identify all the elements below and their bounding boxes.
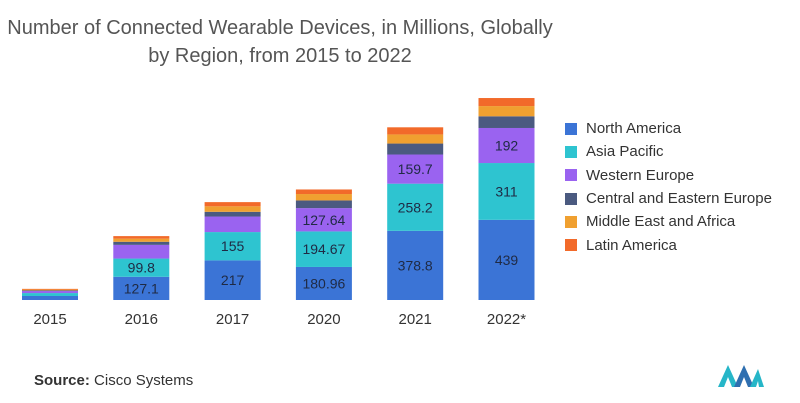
bar-asia-pacific-2021: [387, 183, 444, 231]
x-tick-label-2015: 2015: [33, 311, 66, 328]
legend-swatch: [565, 239, 577, 252]
legend-item-north-america: North America: [565, 117, 772, 140]
bar-western-europe-2015: [22, 291, 78, 294]
chart-title-line-1: Number of Connected Wearable Devices, in…: [7, 17, 553, 39]
chart-legend: North America Asia Pacific Western Europe C…: [565, 117, 772, 257]
bar-middle-east-and-africa-2015: [22, 289, 78, 291]
bar-latin-america-2015: [22, 288, 78, 290]
legend-swatch: [565, 169, 577, 182]
data-label-north-america-2017: 217: [221, 272, 245, 288]
bar-asia-pacific-2020: [295, 231, 352, 267]
legend-item-central-and-eastern-europe: Central and Eastern Europe: [565, 187, 772, 210]
data-label-asia-pacific-2022: 311: [495, 183, 518, 199]
data-label-western-europe-2021: 159.7: [398, 161, 433, 177]
bar-north-america-2016: [113, 276, 170, 300]
x-tick-label-2016: 2016: [125, 311, 158, 328]
bar-north-america-2015: [22, 295, 78, 300]
legend-swatch: [565, 122, 577, 135]
bar-asia-pacific-2022: [478, 163, 535, 220]
legend-item-latin-america: Latin America: [565, 233, 772, 256]
chart-title-line-2: by Region, from 2015 to 2022: [148, 45, 412, 67]
data-label-western-europe-2022: 192: [495, 138, 519, 154]
data-label-north-america-2016: 127.1: [124, 280, 159, 296]
data-label-north-america-2022: 439: [495, 252, 519, 268]
data-label-asia-pacific-2021: 258.2: [398, 199, 433, 215]
legend-swatch: [565, 145, 577, 158]
data-label-asia-pacific-2017: 155: [221, 238, 245, 254]
bar-north-america-2017: [204, 260, 261, 300]
bar-middle-east-and-africa-2022: [478, 106, 535, 117]
bar-western-europe-2016: [113, 244, 170, 259]
bar-asia-pacific-2016: [113, 258, 170, 277]
chart-title: Number of Connected Wearable Devices, in…: [0, 14, 560, 70]
data-label-north-america-2020: 180.96: [302, 275, 345, 291]
bar-middle-east-and-africa-2016: [113, 238, 170, 242]
bar-north-america-2021: [387, 230, 444, 300]
data-label-western-europe-2020: 127.64: [302, 212, 345, 228]
legend-label: Latin America: [586, 236, 677, 254]
bar-western-europe-2021: [387, 154, 444, 184]
legend-swatch: [565, 215, 577, 228]
legend-item-asia-pacific: Asia Pacific: [565, 140, 772, 163]
legend-label: Middle East and Africa: [586, 213, 736, 231]
bar-middle-east-and-africa-2017: [204, 206, 261, 212]
bar-latin-america-2020: [295, 189, 352, 195]
bar-latin-america-2016: [113, 236, 170, 239]
source-note: Source: Cisco Systems: [34, 372, 193, 389]
bar-central-and-eastern-europe-2022: [478, 116, 535, 128]
legend-label: Western Europe: [586, 166, 695, 184]
legend-label: Central and Eastern Europe: [586, 190, 772, 208]
bar-central-and-eastern-europe-2021: [387, 143, 444, 155]
source-text: Cisco Systems: [94, 372, 194, 389]
bar-central-and-eastern-europe-2016: [113, 241, 170, 245]
bar-asia-pacific-2017: [204, 232, 261, 261]
bar-western-europe-2017: [204, 216, 261, 233]
x-tick-label-2017: 2017: [216, 311, 249, 328]
bar-middle-east-and-africa-2020: [295, 194, 352, 201]
bar-latin-america-2021: [387, 127, 444, 135]
data-label-asia-pacific-2016: 99.8: [128, 260, 155, 276]
legend-item-middle-east-and-africa: Middle East and Africa: [565, 210, 772, 233]
bar-north-america-2022: [478, 219, 535, 300]
bar-middle-east-and-africa-2021: [387, 134, 444, 144]
x-tick-label-2020: 2020: [307, 311, 340, 328]
bar-western-europe-2022: [478, 127, 535, 164]
bar-central-and-eastern-europe-2020: [295, 200, 352, 209]
bar-western-europe-2020: [295, 208, 352, 232]
x-tick-label-2022: 2022*: [487, 311, 526, 328]
bar-central-and-eastern-europe-2017: [204, 211, 261, 217]
legend-item-western-europe: Western Europe: [565, 164, 772, 187]
legend-label: Asia Pacific: [586, 143, 664, 161]
source-label: Source:: [34, 372, 90, 389]
bar-asia-pacific-2015: [22, 293, 78, 296]
company-logo-icon: [718, 365, 764, 387]
bar-central-and-eastern-europe-2015: [22, 290, 78, 292]
data-label-north-america-2021: 378.8: [398, 257, 433, 273]
bar-north-america-2020: [295, 266, 352, 300]
data-label-asia-pacific-2020: 194.67: [302, 241, 345, 257]
legend-swatch: [565, 192, 577, 205]
x-tick-label-2021: 2021: [399, 311, 432, 328]
bar-latin-america-2017: [204, 202, 261, 207]
bar-latin-america-2022: [478, 98, 535, 107]
legend-label: North America: [586, 120, 682, 138]
